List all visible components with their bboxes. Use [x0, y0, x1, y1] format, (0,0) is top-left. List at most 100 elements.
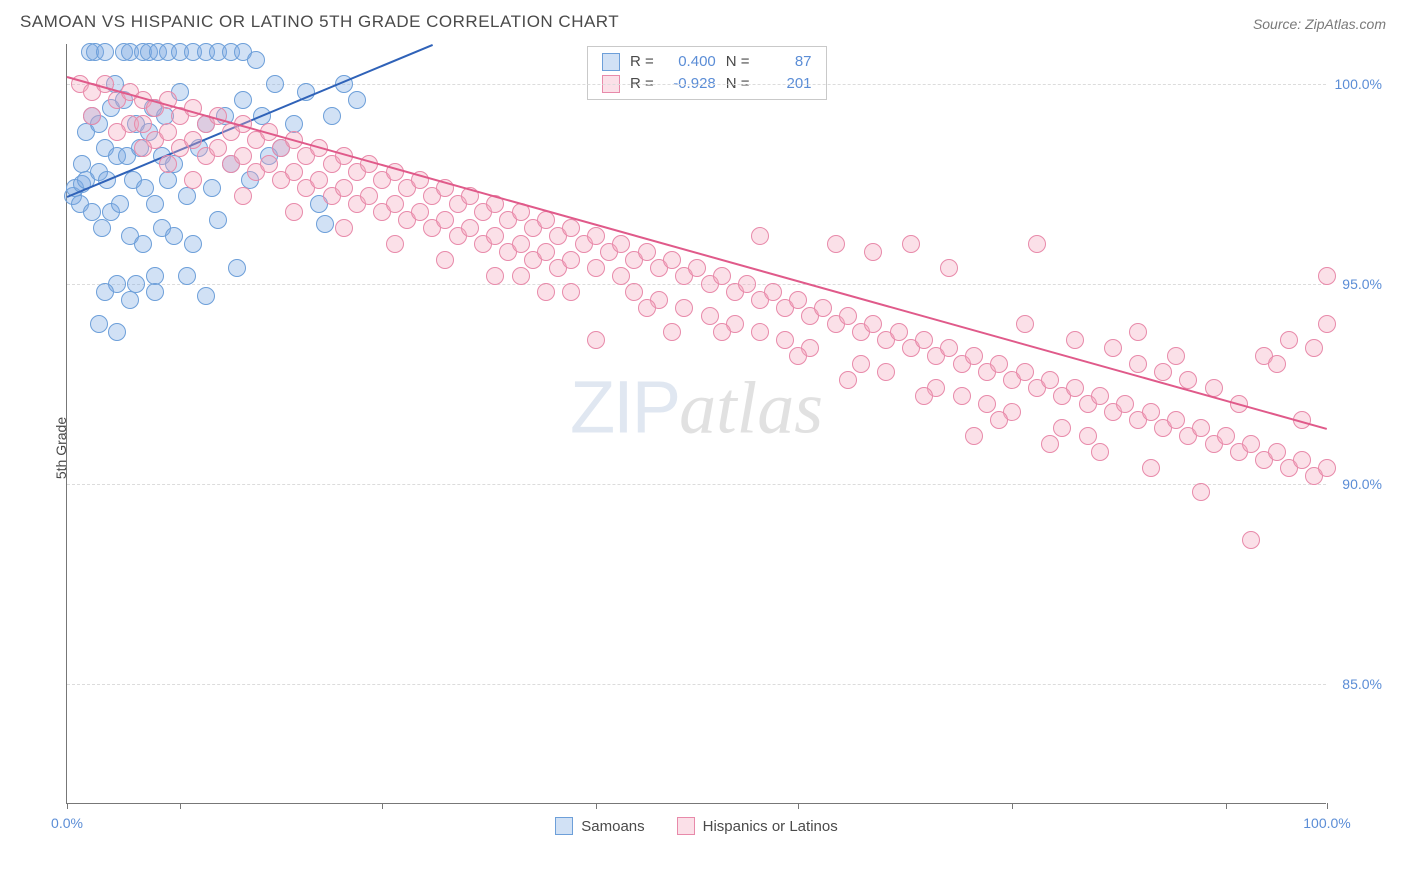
xtick-label: 0.0% — [51, 815, 83, 831]
scatter-point — [146, 283, 164, 301]
scatter-point — [562, 283, 580, 301]
scatter-point — [184, 235, 202, 253]
scatter-point — [234, 147, 252, 165]
scatter-point — [1016, 315, 1034, 333]
xtick — [596, 803, 597, 809]
scatter-point — [285, 203, 303, 221]
xtick — [382, 803, 383, 809]
scatter-point — [1091, 443, 1109, 461]
scatter-point — [134, 139, 152, 157]
scatter-point — [612, 235, 630, 253]
legend-swatch-0 — [602, 53, 620, 71]
scatter-point — [562, 251, 580, 269]
scatter-point — [1053, 419, 1071, 437]
gridline — [67, 284, 1326, 285]
chart-header: SAMOAN VS HISPANIC OR LATINO 5TH GRADE C… — [20, 12, 1386, 32]
scatter-point — [1091, 387, 1109, 405]
scatter-point — [713, 323, 731, 341]
scatter-point — [663, 251, 681, 269]
scatter-point — [247, 51, 265, 69]
scatter-point — [228, 259, 246, 277]
scatter-point — [915, 387, 933, 405]
scatter-point — [1016, 363, 1034, 381]
scatter-point — [386, 235, 404, 253]
scatter-point — [146, 195, 164, 213]
scatter-point — [1268, 443, 1286, 461]
scatter-point — [990, 411, 1008, 429]
scatter-point — [1154, 363, 1172, 381]
legend-label-1: Hispanics or Latinos — [703, 818, 838, 835]
scatter-point — [675, 299, 693, 317]
scatter-point — [203, 179, 221, 197]
scatter-point — [411, 203, 429, 221]
scatter-point — [1192, 483, 1210, 501]
scatter-point — [839, 371, 857, 389]
watermark-right: atlas — [679, 368, 823, 450]
scatter-point — [638, 299, 656, 317]
scatter-point — [178, 267, 196, 285]
scatter-point — [688, 259, 706, 277]
scatter-point — [776, 331, 794, 349]
scatter-point — [1066, 331, 1084, 349]
scatter-point — [1192, 419, 1210, 437]
scatter-point — [587, 227, 605, 245]
scatter-point — [1318, 315, 1336, 333]
scatter-point — [1028, 235, 1046, 253]
scatter-point — [310, 171, 328, 189]
scatter-point — [625, 283, 643, 301]
scatter-point — [1142, 403, 1160, 421]
scatter-point — [1280, 331, 1298, 349]
legend-stats-row-0: R = 0.400 N = 87 — [602, 51, 812, 73]
scatter-point — [953, 387, 971, 405]
ytick-label: 90.0% — [1342, 476, 1382, 492]
scatter-point — [1318, 267, 1336, 285]
scatter-point — [108, 123, 126, 141]
scatter-point — [486, 227, 504, 245]
scatter-point — [902, 235, 920, 253]
scatter-point — [90, 315, 108, 333]
scatter-point — [1079, 427, 1097, 445]
chart-title: SAMOAN VS HISPANIC OR LATINO 5TH GRADE C… — [20, 12, 619, 32]
gridline — [67, 84, 1326, 85]
scatter-point — [83, 107, 101, 125]
chart-source: Source: ZipAtlas.com — [1253, 16, 1386, 32]
xtick-label: 100.0% — [1303, 815, 1350, 831]
scatter-point — [159, 155, 177, 173]
scatter-point — [461, 219, 479, 237]
chart-container: 5th Grade ZIPatlas R = 0.400 N = 87 R = … — [20, 38, 1386, 858]
scatter-point — [108, 323, 126, 341]
scatter-point — [839, 307, 857, 325]
scatter-point — [1217, 427, 1235, 445]
scatter-point — [234, 91, 252, 109]
scatter-point — [266, 75, 284, 93]
n-label-0: N = — [726, 51, 750, 73]
xtick — [67, 803, 68, 809]
scatter-point — [323, 107, 341, 125]
scatter-point — [663, 323, 681, 341]
xtick — [1012, 803, 1013, 809]
scatter-point — [940, 339, 958, 357]
scatter-point — [335, 219, 353, 237]
scatter-point — [260, 155, 278, 173]
scatter-point — [915, 331, 933, 349]
scatter-point — [814, 299, 832, 317]
scatter-point — [713, 267, 731, 285]
scatter-point — [587, 331, 605, 349]
scatter-point — [965, 347, 983, 365]
ytick-label: 100.0% — [1335, 76, 1382, 92]
scatter-point — [1318, 459, 1336, 477]
scatter-point — [93, 219, 111, 237]
scatter-point — [978, 395, 996, 413]
scatter-point — [638, 243, 656, 261]
scatter-point — [789, 291, 807, 309]
legend-swatch-bottom-0 — [555, 817, 573, 835]
legend-swatch-bottom-1 — [677, 817, 695, 835]
scatter-point — [159, 171, 177, 189]
scatter-point — [165, 227, 183, 245]
scatter-point — [751, 227, 769, 245]
scatter-point — [587, 259, 605, 277]
watermark-left: ZIP — [570, 366, 679, 449]
trend-line — [67, 76, 1328, 430]
scatter-point — [234, 187, 252, 205]
scatter-point — [701, 307, 719, 325]
